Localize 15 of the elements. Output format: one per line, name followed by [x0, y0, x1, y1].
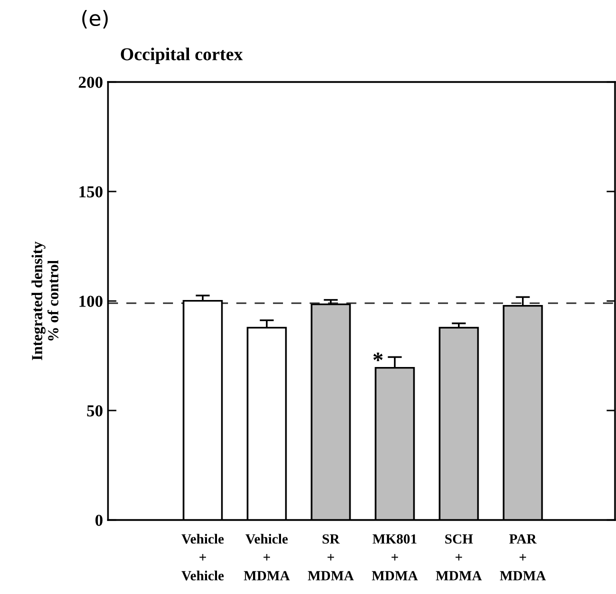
text: (e) — [82, 10, 108, 28]
x-tick-label: Vehicle + MDMA — [244, 534, 290, 580]
x-tick-label: SR + MDMA — [308, 534, 354, 580]
y-tick-label: 0 — [95, 514, 103, 526]
x-tick-label: MK801 + MDMA — [372, 534, 418, 580]
x-tick-label: PAR + MDMA — [500, 534, 546, 580]
y-tick-label: 100 — [79, 296, 103, 307]
chart-title: Occipital cortex — [120, 48, 243, 64]
y-tick-label: 150 — [79, 186, 103, 198]
x-tick-label: Vehicle + Vehicle — [182, 534, 224, 580]
y-tick-label: 50 — [87, 405, 103, 416]
y-axis-title: Integrated density % of control — [32, 242, 58, 360]
annotation: * — [373, 352, 383, 362]
y-tick-label: 200 — [78, 76, 103, 88]
x-tick-label: SCH + MDMA — [436, 534, 482, 580]
